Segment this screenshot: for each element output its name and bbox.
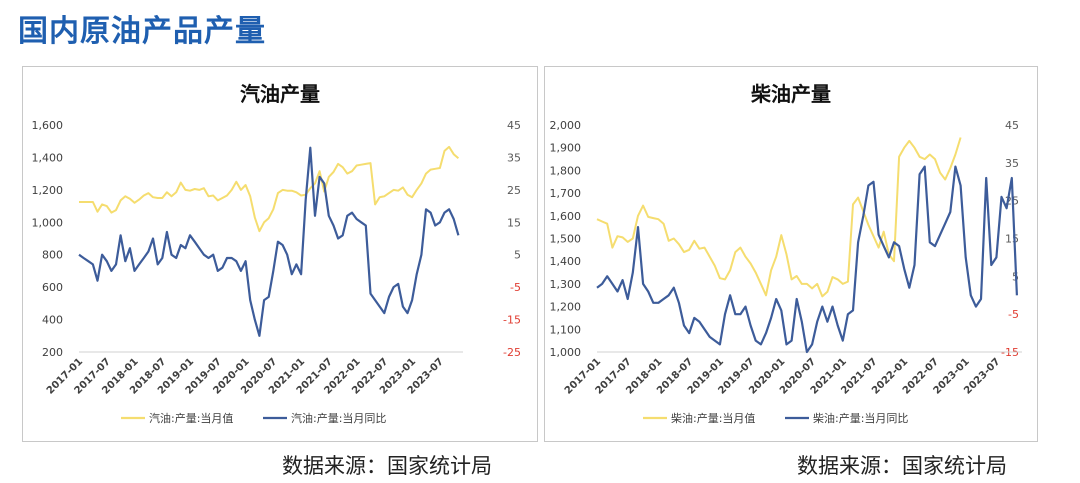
y-left-tick-label: 400 xyxy=(42,314,63,327)
y-left-tick-label: 1,600 xyxy=(550,210,582,223)
y-left-tick-label: 1,400 xyxy=(32,151,64,164)
y-right-tick-label: 5 xyxy=(514,249,521,262)
legend-label: 柴油:产量:当月同比 xyxy=(813,411,908,425)
y-right-tick-label: 25 xyxy=(507,184,521,197)
chart-title: 柴油产量 xyxy=(750,82,831,106)
series-line-yoy xyxy=(596,165,1018,354)
source-note-left: 数据来源：国家统计局 xyxy=(282,454,492,478)
y-right-tick-label: -5 xyxy=(1008,308,1019,321)
gasoline-chart-panel: 汽油产量 1,600 1,400 1,200 1,000 800 600 400 200 45 35… xyxy=(22,66,538,442)
legend-label: 汽油:产量:当月同比 xyxy=(291,411,386,425)
y-left-tick-label: 1,100 xyxy=(550,323,582,336)
y-right-tick-label: 45 xyxy=(1005,119,1019,132)
series-line-yoy xyxy=(78,146,460,337)
y-left-tick-label: 1,300 xyxy=(550,278,582,291)
y-right-tick-label: -15 xyxy=(503,314,521,327)
y-left-tick-label: 800 xyxy=(42,249,63,262)
source-note-right: 数据来源：国家统计局 xyxy=(797,454,1007,478)
y-right-tick-label: 15 xyxy=(507,216,521,229)
series-line-level xyxy=(79,145,460,233)
page-title: 国内原油产品产量 xyxy=(18,14,266,49)
y-right-tick-label: 35 xyxy=(507,151,521,164)
y-right-tick-label: 15 xyxy=(1005,233,1019,246)
y-left-tick-label: 1,900 xyxy=(550,142,582,155)
diesel-chart-panel: 柴油产量 2,000 1,900 1,800 1,700 1,600 1,500 1,400 1… xyxy=(544,66,1038,442)
y-left-tick-label: 1,600 xyxy=(32,119,64,132)
y-left-tick-label: 1,800 xyxy=(550,164,582,177)
legend-label: 柴油:产量:当月值 xyxy=(671,411,755,425)
y-left-tick-label: 1,400 xyxy=(550,255,582,268)
chart-title: 汽油产量 xyxy=(240,82,320,106)
legend-label: 汽油:产量:当月值 xyxy=(149,411,233,425)
y-right-tick-label: -5 xyxy=(510,281,521,294)
y-left-tick-label: 2,000 xyxy=(550,119,582,132)
y-right-tick-label: 45 xyxy=(507,119,521,132)
y-left-tick-label: 1,700 xyxy=(550,187,582,200)
y-left-tick-label: 1,000 xyxy=(550,346,582,359)
y-right-tick-label: -25 xyxy=(503,346,521,359)
y-left-tick-label: 1,200 xyxy=(550,301,582,314)
y-left-tick-label: 1,200 xyxy=(32,184,64,197)
y-right-tick-label: 35 xyxy=(1005,157,1019,170)
y-left-tick-label: 600 xyxy=(42,281,63,294)
y-left-tick-label: 1,500 xyxy=(550,233,582,246)
y-left-tick-label: 200 xyxy=(42,346,63,359)
y-left-tick-label: 1,000 xyxy=(32,216,64,229)
series-line-level xyxy=(596,137,962,298)
gasoline-chart: 汽油产量 1,600 1,400 1,200 1,000 800 600 400 200 45 35… xyxy=(32,82,522,425)
diesel-chart: 柴油产量 2,000 1,900 1,800 1,700 1,600 1,500 1,400 1… xyxy=(550,82,1022,425)
